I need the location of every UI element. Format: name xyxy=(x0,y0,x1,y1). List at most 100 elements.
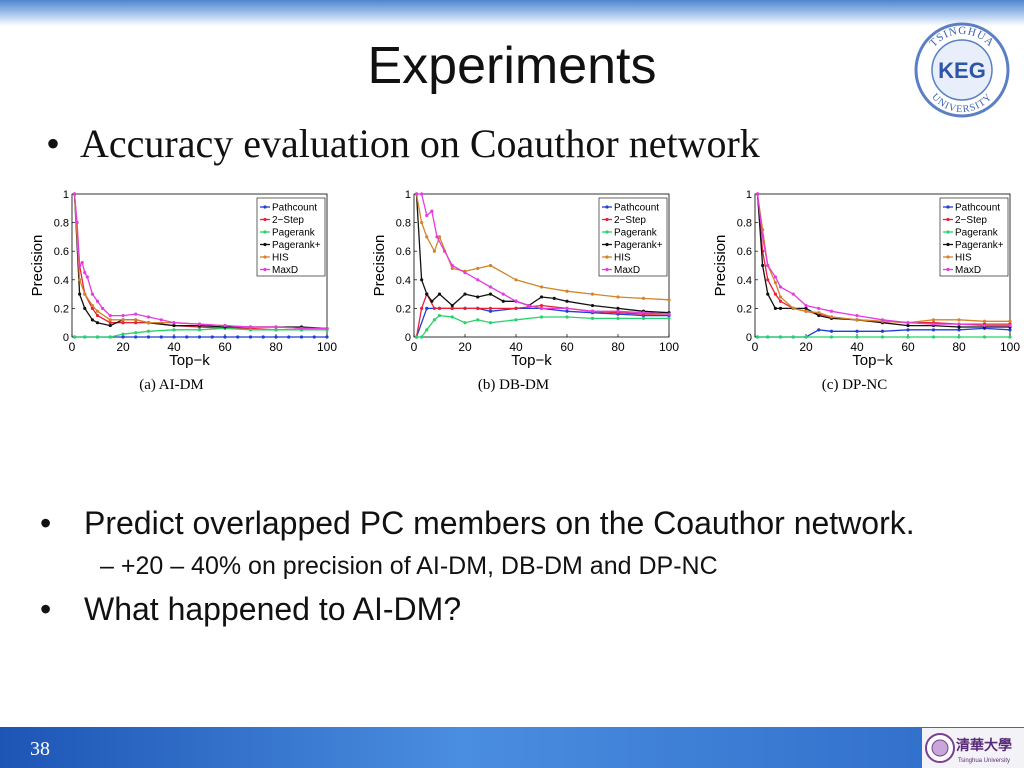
data-point-MaxD xyxy=(75,221,79,225)
x-tick-label: 60 xyxy=(560,340,574,354)
data-point-MaxD xyxy=(539,306,544,310)
y-tick-label: 0 xyxy=(746,332,752,344)
data-point-2−Step xyxy=(450,306,454,310)
x-tick-label: 80 xyxy=(269,340,283,354)
data-point-Pagerank xyxy=(1008,335,1012,339)
legend-label-Pagerank: Pagerank xyxy=(272,228,316,239)
data-point-Pathcount xyxy=(159,335,163,339)
data-point-HIS xyxy=(641,296,646,300)
x-tick-label: 100 xyxy=(1000,340,1020,354)
data-point-Pagerank xyxy=(804,335,808,339)
data-point-MaxD xyxy=(101,306,105,310)
data-point-HIS xyxy=(565,289,569,293)
footer-logo-chinese-text: 清華大學 xyxy=(956,737,1012,754)
data-point-2−Step xyxy=(539,303,544,308)
data-point-MaxD xyxy=(957,322,961,326)
data-point-Pagerank+ xyxy=(804,306,808,310)
data-point-Pagerank+ xyxy=(906,323,910,328)
legend-label-2−Step: 2−Step xyxy=(272,215,304,226)
data-point-2−Step xyxy=(90,306,94,310)
y-tick-label: 0 xyxy=(405,332,411,344)
x-tick-label: 40 xyxy=(509,340,523,354)
bullet-predict: • Predict overlapped PC members on the Co… xyxy=(40,505,915,542)
y-axis-label: Precision xyxy=(371,235,388,297)
legend-label-HIS: HIS xyxy=(614,253,631,264)
data-point-MaxD xyxy=(791,292,795,296)
data-point-HIS xyxy=(957,318,961,322)
data-point-Pathcount xyxy=(223,335,227,339)
bullet-predict-text: Predict overlapped PC members on the Coa… xyxy=(84,505,915,541)
legend-label-Pagerank+: Pagerank+ xyxy=(955,240,1004,251)
legend-label-HIS: HIS xyxy=(955,253,972,264)
data-point-Pagerank xyxy=(476,318,480,322)
plot-frame xyxy=(413,193,670,338)
data-point-Pathcount xyxy=(931,328,936,332)
data-point-Pagerank xyxy=(791,335,795,339)
legend-box xyxy=(256,197,326,277)
data-point-Pagerank xyxy=(72,335,77,339)
data-point-MaxD xyxy=(755,192,760,196)
data-point-Pagerank xyxy=(829,335,834,339)
data-point-HIS xyxy=(108,318,112,322)
data-point-Pagerank+ xyxy=(766,292,770,296)
legend-marker-Pagerank xyxy=(946,230,950,234)
data-point-HIS xyxy=(616,295,620,299)
data-point-Pagerank+ xyxy=(83,306,87,310)
sub-bullet-precision: – +20 – 40% on precision of AI-DM, DB-DM… xyxy=(100,552,915,581)
data-point-Pagerank+ xyxy=(425,292,429,296)
data-point-Pagerank xyxy=(197,328,202,332)
legend-label-2−Step: 2−Step xyxy=(955,215,987,226)
data-point-MaxD xyxy=(982,323,987,328)
data-point-Pagerank xyxy=(425,328,429,332)
data-point-MaxD xyxy=(299,326,304,331)
data-point-HIS xyxy=(95,309,100,313)
y-tick-label: 1 xyxy=(63,189,69,201)
data-point-Pathcount xyxy=(488,309,493,313)
legend-label-HIS: HIS xyxy=(272,253,289,264)
data-point-MaxD xyxy=(435,235,439,239)
data-point-Pagerank+ xyxy=(761,263,765,268)
legend-label-MaxD: MaxD xyxy=(955,265,981,276)
data-point-Pagerank xyxy=(855,335,859,339)
data-point-Pathcount xyxy=(880,329,885,333)
chart-db-dm: 0 0.2 0.4 0.6 0.8 1 0 20 40 60 80 100 Top−k Precision… xyxy=(370,186,690,401)
legend-label-Pathcount: Pathcount xyxy=(955,203,1000,214)
data-point-Pagerank xyxy=(274,328,278,332)
data-point-Pagerank+ xyxy=(476,295,480,299)
data-point-Pathcount xyxy=(957,328,961,332)
data-point-HIS xyxy=(425,235,429,239)
bullet-dot: • xyxy=(46,121,61,166)
data-point-Pagerank+ xyxy=(616,306,620,310)
chart-caption: (a) AI-DM xyxy=(139,377,204,393)
y-axis-label: Precision xyxy=(712,235,729,297)
legend-marker-MaxD xyxy=(263,267,267,272)
series-line-Pathcount xyxy=(415,307,669,338)
data-point-Pagerank+ xyxy=(430,299,434,303)
data-point-Pathcount xyxy=(829,329,834,333)
data-point-Pagerank xyxy=(450,315,454,319)
series-line-MaxD xyxy=(756,193,1010,327)
data-point-MaxD xyxy=(72,192,77,196)
data-point-MaxD xyxy=(931,322,936,326)
data-point-Pagerank+ xyxy=(501,299,505,303)
legend-box xyxy=(598,197,668,277)
data-point-Pagerank xyxy=(514,318,518,322)
legend-marker-2−Step xyxy=(605,217,609,222)
data-point-MaxD xyxy=(590,309,595,313)
y-tick-label: 1 xyxy=(405,189,411,201)
legend-label-Pagerank+: Pagerank+ xyxy=(272,240,321,251)
data-point-Pagerank+ xyxy=(420,278,424,282)
chart-dp-nc-svg: 0 0.2 0.4 0.6 0.8 1 0 20 40 60 80 100 Top−k Precision… xyxy=(712,189,1020,393)
chart-db-dm-svg: 0 0.2 0.4 0.6 0.8 1 0 20 40 60 80 100 Top−k Precision… xyxy=(371,189,679,393)
data-point-Pathcount xyxy=(425,306,429,310)
data-point-Pagerank xyxy=(146,329,151,333)
data-point-HIS xyxy=(146,321,151,325)
series-line-Pathcount xyxy=(757,327,1011,338)
data-point-Pathcount xyxy=(185,335,189,339)
data-point-Pagerank xyxy=(414,335,419,339)
data-point-Pathcount xyxy=(197,335,202,339)
data-point-MaxD xyxy=(146,315,151,319)
tsinghua-footer-logo: 清華大學 Tsinghua University xyxy=(922,728,1024,768)
footer-bar xyxy=(0,727,1024,768)
y-tick-label: 0.2 xyxy=(54,303,69,315)
